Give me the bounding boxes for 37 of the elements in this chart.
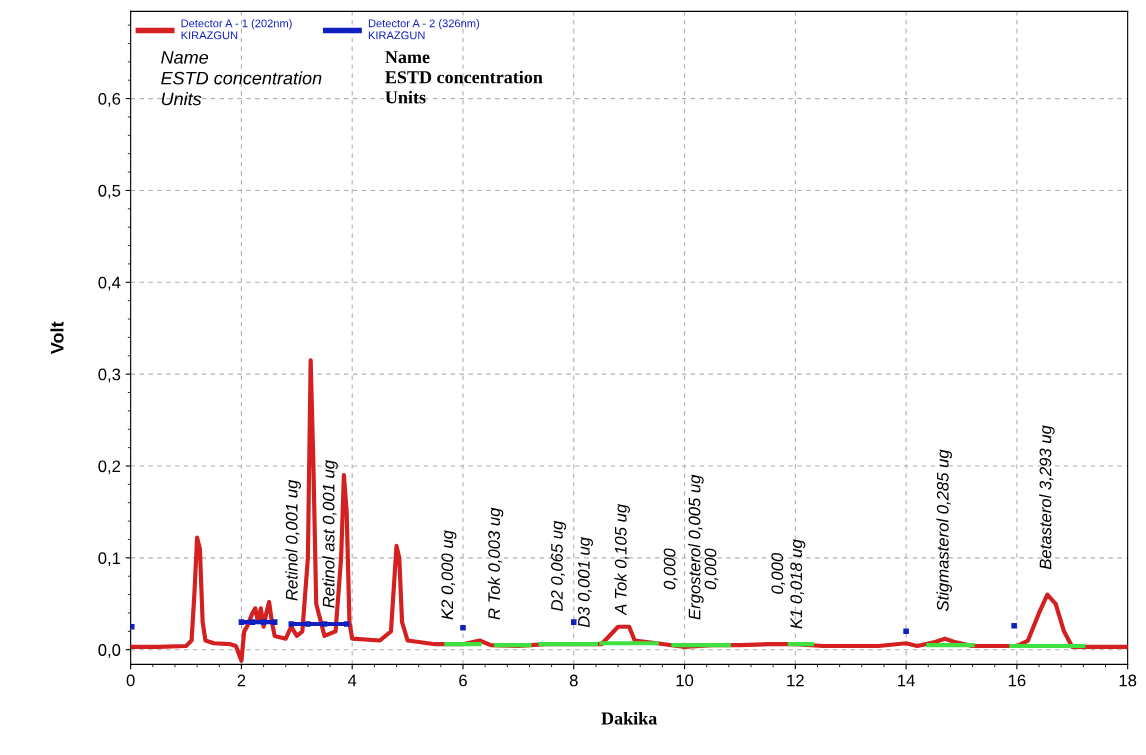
x-axis-title: Dakika (601, 711, 657, 725)
y-tick-label: 0,5 (98, 184, 121, 199)
annotation: 0,000 (771, 552, 786, 594)
x-tick-label: 14 (898, 674, 915, 687)
x-tick-label: 10 (676, 674, 694, 687)
x-tick-label: 0 (126, 674, 135, 687)
x-tick-label: 6 (459, 674, 467, 687)
annotation: Betasterol 3,293 ug (1039, 425, 1055, 570)
annotation: K2 0,000 ug (441, 530, 457, 620)
x-tick-label: 12 (787, 674, 804, 687)
annotation: A Tok 0,105 ug (614, 504, 630, 616)
x-tick-label: 18 (1119, 674, 1137, 687)
y-tick-label: 0,0 (98, 644, 121, 658)
annotation: 0,000 (704, 548, 719, 590)
annotation: Name ESTD concentration Units (385, 51, 543, 104)
annotation: R Tok 0,003 ug (487, 507, 504, 620)
annotation: D2 0,065 ug (551, 520, 567, 611)
annotation: K1 0,018 ug (790, 539, 806, 629)
annotation: Stigmasterol 0,285 ug (936, 449, 952, 612)
annotation: D3 0,001 ug (577, 537, 594, 628)
y-tick-label: 0,6 (98, 92, 121, 107)
x-tick-label: 8 (569, 674, 578, 687)
y-tick-label: 0,3 (98, 368, 121, 383)
annotation: Retinol ast 0,001 ug (322, 460, 338, 608)
y-tick-label: 0,4 (98, 276, 121, 291)
legend-label: Detector A - 2 (326nm) KIRAZGUN (368, 19, 480, 40)
annotation: Name ESTD concentration Units (161, 51, 322, 106)
y-axis-title: Volt (50, 321, 64, 355)
annotation: Retinol 0,001 ug (285, 479, 301, 601)
x-tick-label: 16 (1008, 674, 1026, 687)
legend-label: Detector A - 1 (202nm) KIRAZGUN (181, 19, 292, 40)
x-tick-label: 2 (237, 674, 246, 687)
y-tick-label: 0,2 (98, 460, 121, 475)
annotation: 0,000 (663, 548, 678, 590)
x-tick-label: 4 (347, 674, 357, 687)
y-tick-label: 0,1 (98, 552, 121, 567)
annotation: Ergosterol 0,005 ug (688, 474, 704, 620)
